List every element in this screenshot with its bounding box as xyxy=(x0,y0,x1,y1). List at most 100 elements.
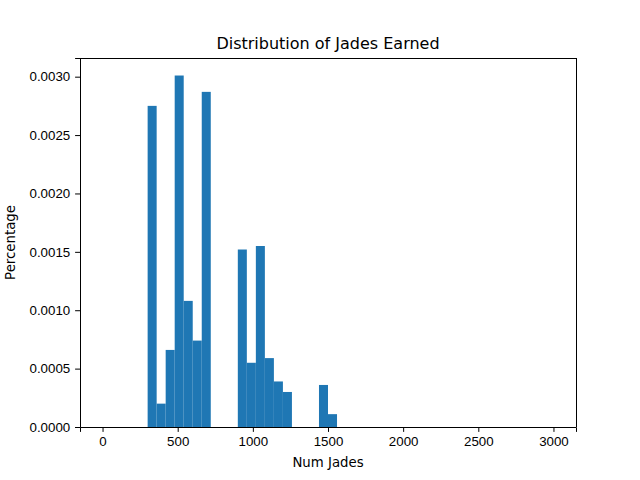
x-tick: 1500 xyxy=(314,427,344,449)
bar xyxy=(157,404,166,427)
y-tick: 0.0000 xyxy=(30,420,80,435)
bar xyxy=(292,427,301,428)
bar xyxy=(337,427,346,428)
bar xyxy=(490,427,499,428)
y-tick-label: 0.0020 xyxy=(30,186,71,201)
bar xyxy=(517,427,526,428)
bar xyxy=(184,301,193,427)
y-tick-label: 0.0015 xyxy=(30,245,71,260)
x-tick-label: 0 xyxy=(99,434,106,449)
bar xyxy=(364,427,373,428)
y-tick-line xyxy=(75,369,80,370)
bar xyxy=(436,427,445,428)
bar xyxy=(427,427,436,428)
bar xyxy=(319,385,328,427)
y-tick-label: 0.0000 xyxy=(30,420,71,435)
x-tick: 1000 xyxy=(239,427,269,449)
y-tick: 0.0005 xyxy=(30,361,80,376)
bar xyxy=(229,427,238,428)
x-tick-label: 1500 xyxy=(314,434,344,449)
bar xyxy=(265,358,274,427)
y-axis-line xyxy=(75,59,80,428)
bar xyxy=(310,427,319,428)
y-tick-line xyxy=(75,427,80,428)
bar xyxy=(301,427,310,428)
x-tick-label: 2000 xyxy=(389,434,419,449)
x-tick: 3000 xyxy=(539,427,569,449)
x-tick: 2000 xyxy=(389,427,419,449)
x-tick: 0 xyxy=(99,427,106,449)
y-tick-label: 0.0005 xyxy=(30,361,71,376)
frame-right xyxy=(576,58,577,427)
chart: 0500100015002000250030000.00000.00050.00… xyxy=(0,0,640,480)
x-tick-label: 3000 xyxy=(539,434,569,449)
bar xyxy=(328,414,337,427)
x-tick-line xyxy=(478,427,479,432)
x-tick-label: 1000 xyxy=(239,434,269,449)
y-tick-label: 0.0030 xyxy=(30,69,71,84)
y-tick-label: 0.0010 xyxy=(30,303,71,318)
y-tick-line xyxy=(75,77,80,78)
bar xyxy=(238,250,247,427)
x-tick-line xyxy=(178,427,179,432)
y-axis: 0.0000 0.0005 0.0010 0.0015 0.0020 0.0025 0.00… xyxy=(30,59,81,435)
title: Distribution of Jades Earned xyxy=(216,34,439,53)
bar xyxy=(121,427,130,428)
bar xyxy=(148,106,157,427)
y-axis-title: Percentage xyxy=(3,205,18,280)
bar xyxy=(544,427,553,428)
bar xyxy=(346,427,355,428)
bar xyxy=(373,427,382,428)
y-tick-line xyxy=(75,310,80,311)
bar xyxy=(472,427,481,428)
y-tick-label: 0.0025 xyxy=(30,128,71,143)
bar xyxy=(454,427,463,428)
bar xyxy=(247,363,256,427)
bar xyxy=(418,427,427,428)
x-axis: 0 500 1000 1500 2000 2500 3000 xyxy=(81,427,577,449)
frame-top xyxy=(80,58,576,59)
bar xyxy=(382,427,391,428)
bar xyxy=(481,427,490,428)
bar xyxy=(211,427,220,428)
bar xyxy=(103,427,112,428)
bar xyxy=(175,76,184,427)
bar xyxy=(202,92,211,427)
bar xyxy=(130,427,139,428)
bar xyxy=(166,350,175,427)
x-tick-label: 500 xyxy=(167,434,189,449)
bar xyxy=(193,341,202,427)
y-tick: 0.0025 xyxy=(30,128,80,143)
bar xyxy=(139,427,148,428)
y-tick-line xyxy=(75,252,80,253)
x-tick-line xyxy=(328,427,329,432)
y-tick: 0.0010 xyxy=(30,303,80,318)
bar xyxy=(508,427,517,428)
bar xyxy=(535,427,544,428)
bar xyxy=(526,427,535,428)
y-tick: 0.0015 xyxy=(30,245,80,260)
plot-area: 0500100015002000250030000.00000.00050.00… xyxy=(30,58,577,449)
bar xyxy=(112,427,121,428)
x-tick-line xyxy=(253,427,254,432)
bar xyxy=(409,427,418,428)
y-tick-line xyxy=(75,135,80,136)
bar xyxy=(391,427,400,428)
x-tick-line xyxy=(553,427,554,432)
bar xyxy=(400,427,409,428)
x-tick-line xyxy=(403,427,404,432)
bars xyxy=(148,76,337,427)
x-tick: 2500 xyxy=(464,427,494,449)
x-tick-label: 2500 xyxy=(464,434,494,449)
y-tick-line xyxy=(75,193,80,194)
bar xyxy=(463,427,472,428)
x-axis-title: Num Jades xyxy=(292,455,363,470)
bar xyxy=(283,392,292,427)
bar xyxy=(220,427,229,428)
bar xyxy=(274,381,283,427)
bar xyxy=(445,427,454,428)
x-tick: 500 xyxy=(167,427,189,449)
bar xyxy=(256,246,265,427)
x-tick-line xyxy=(103,427,104,432)
y-tick: 0.0020 xyxy=(30,186,80,201)
